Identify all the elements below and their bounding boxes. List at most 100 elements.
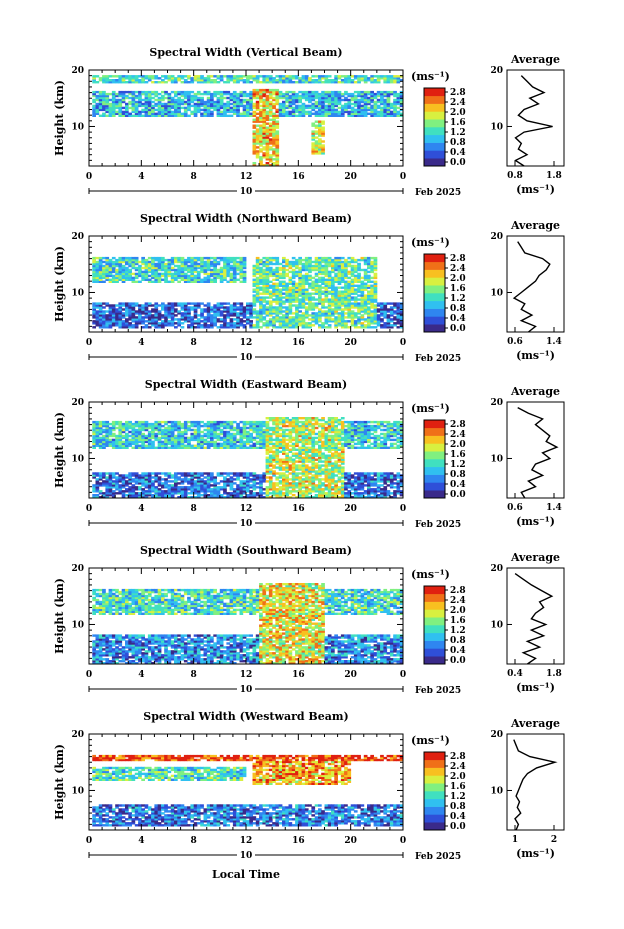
heatmap-cell: [350, 96, 355, 100]
heatmap-cell: [187, 102, 191, 106]
heatmap-cell: [196, 100, 201, 104]
heatmap-cell: [196, 480, 201, 483]
heatmap-cell: [193, 110, 198, 114]
heatmap-cell: [115, 472, 119, 475]
heatmap-cell: [275, 310, 280, 313]
heatmap-cell: [216, 308, 221, 311]
heatmap-cell: [340, 112, 345, 115]
heatmap-cell: [157, 430, 162, 434]
heatmap-cell: [246, 92, 250, 96]
heatmap-cell: [370, 302, 374, 305]
heatmap-cell: [144, 472, 149, 475]
heatmap-cell: [92, 494, 96, 497]
heatmap-cell: [318, 112, 322, 115]
heatmap-cell: [203, 79, 208, 82]
heatmap-cell: [95, 102, 100, 106]
heatmap-cell: [255, 94, 260, 98]
heatmap-cell: [353, 104, 358, 108]
heatmap-cell: [265, 100, 270, 104]
heatmap-cell: [193, 262, 198, 266]
heatmap-cell: [92, 484, 96, 487]
heatmap-cell: [121, 308, 126, 311]
heatmap-cell: [105, 420, 110, 424]
heatmap-cell: [255, 77, 260, 80]
heatmap-cell: [138, 436, 142, 440]
colorbar-unit: (ms⁻¹): [411, 236, 450, 249]
heatmap-cell: [206, 324, 211, 327]
heatmap-cell: [144, 496, 149, 499]
heatmap-cell: [265, 286, 270, 289]
heatmap-cell: [151, 490, 155, 493]
heatmap-cell: [164, 112, 168, 115]
heatmap-cell: [311, 312, 316, 315]
heatmap-cell: [161, 316, 165, 319]
heatmap-cell: [216, 304, 221, 307]
heatmap-cell: [164, 272, 168, 276]
heatmap-cell: [95, 108, 100, 112]
heatmap-cell: [134, 322, 139, 325]
heatmap-cell: [216, 424, 221, 428]
heatmap-cell: [95, 426, 100, 430]
heatmap-cell: [170, 446, 175, 449]
heatmap-cell: [177, 476, 181, 479]
heatmap-cell: [95, 264, 100, 268]
heatmap-cell: [177, 268, 181, 272]
heatmap-cell: [318, 318, 322, 321]
heatmap-cell: [232, 81, 237, 84]
heatmap-cell: [353, 266, 358, 270]
heatmap-cell: [285, 316, 289, 319]
heatmap-cell: [226, 268, 231, 272]
heatmap-cell: [324, 90, 329, 94]
heatmap-cell: [242, 81, 247, 84]
heatmap-cell: [170, 322, 175, 325]
heatmap-cell: [367, 278, 371, 281]
heatmap-cell: [226, 77, 231, 80]
x-tick-label: 4: [138, 172, 144, 182]
heatmap-cell: [275, 75, 280, 78]
heatmap-cell: [164, 270, 168, 274]
heatmap-cell: [353, 314, 358, 317]
heatmap-cell: [170, 90, 175, 94]
heatmap-cell: [272, 300, 276, 303]
heatmap-cell: [138, 492, 142, 495]
heatmap-cell: [301, 94, 306, 98]
heatmap-cell: [298, 96, 302, 100]
heatmap-cell: [252, 118, 257, 121]
heatmap-cell: [353, 264, 358, 268]
heatmap-cell: [196, 98, 201, 102]
heatmap-cell: [282, 272, 286, 276]
heatmap-cell: [311, 144, 316, 147]
average-y-tick-label: 10: [490, 288, 503, 298]
heatmap-cell: [314, 292, 319, 295]
heatmap-cell: [157, 256, 162, 260]
heatmap-cell: [138, 426, 142, 430]
heatmap-cell: [246, 312, 250, 315]
heatmap-cell: [288, 276, 293, 280]
heatmap-cell: [321, 108, 325, 112]
heatmap-cell: [246, 110, 250, 114]
heatmap-cell: [151, 280, 155, 283]
heatmap-cell: [232, 308, 237, 311]
heatmap-cell: [95, 302, 100, 305]
heatmap-cell: [393, 77, 397, 80]
heatmap-cell: [370, 320, 374, 323]
heatmap-cell: [108, 274, 113, 278]
colorbar-tick-label: 1.2: [450, 128, 466, 138]
heatmap-cell: [363, 90, 368, 94]
heatmap-cell: [272, 136, 276, 139]
heatmap-cell: [331, 104, 335, 108]
heatmap-cell: [147, 266, 152, 270]
heatmap-cell: [259, 308, 263, 311]
heatmap-cell: [115, 308, 119, 311]
heatmap-cell: [134, 102, 139, 106]
heatmap-cell: [236, 98, 240, 102]
chart-panel-0: Spectral Width (Vertical Beam)1020Height…: [53, 46, 565, 198]
heatmap-cell: [121, 260, 126, 264]
heatmap-cell: [298, 81, 302, 84]
heatmap-cell: [380, 100, 384, 104]
heatmap-cell: [259, 98, 263, 102]
heatmap-cell: [360, 308, 365, 311]
heatmap-cell: [167, 432, 172, 436]
heatmap-cell: [370, 304, 374, 307]
heatmap-cell: [291, 284, 296, 287]
